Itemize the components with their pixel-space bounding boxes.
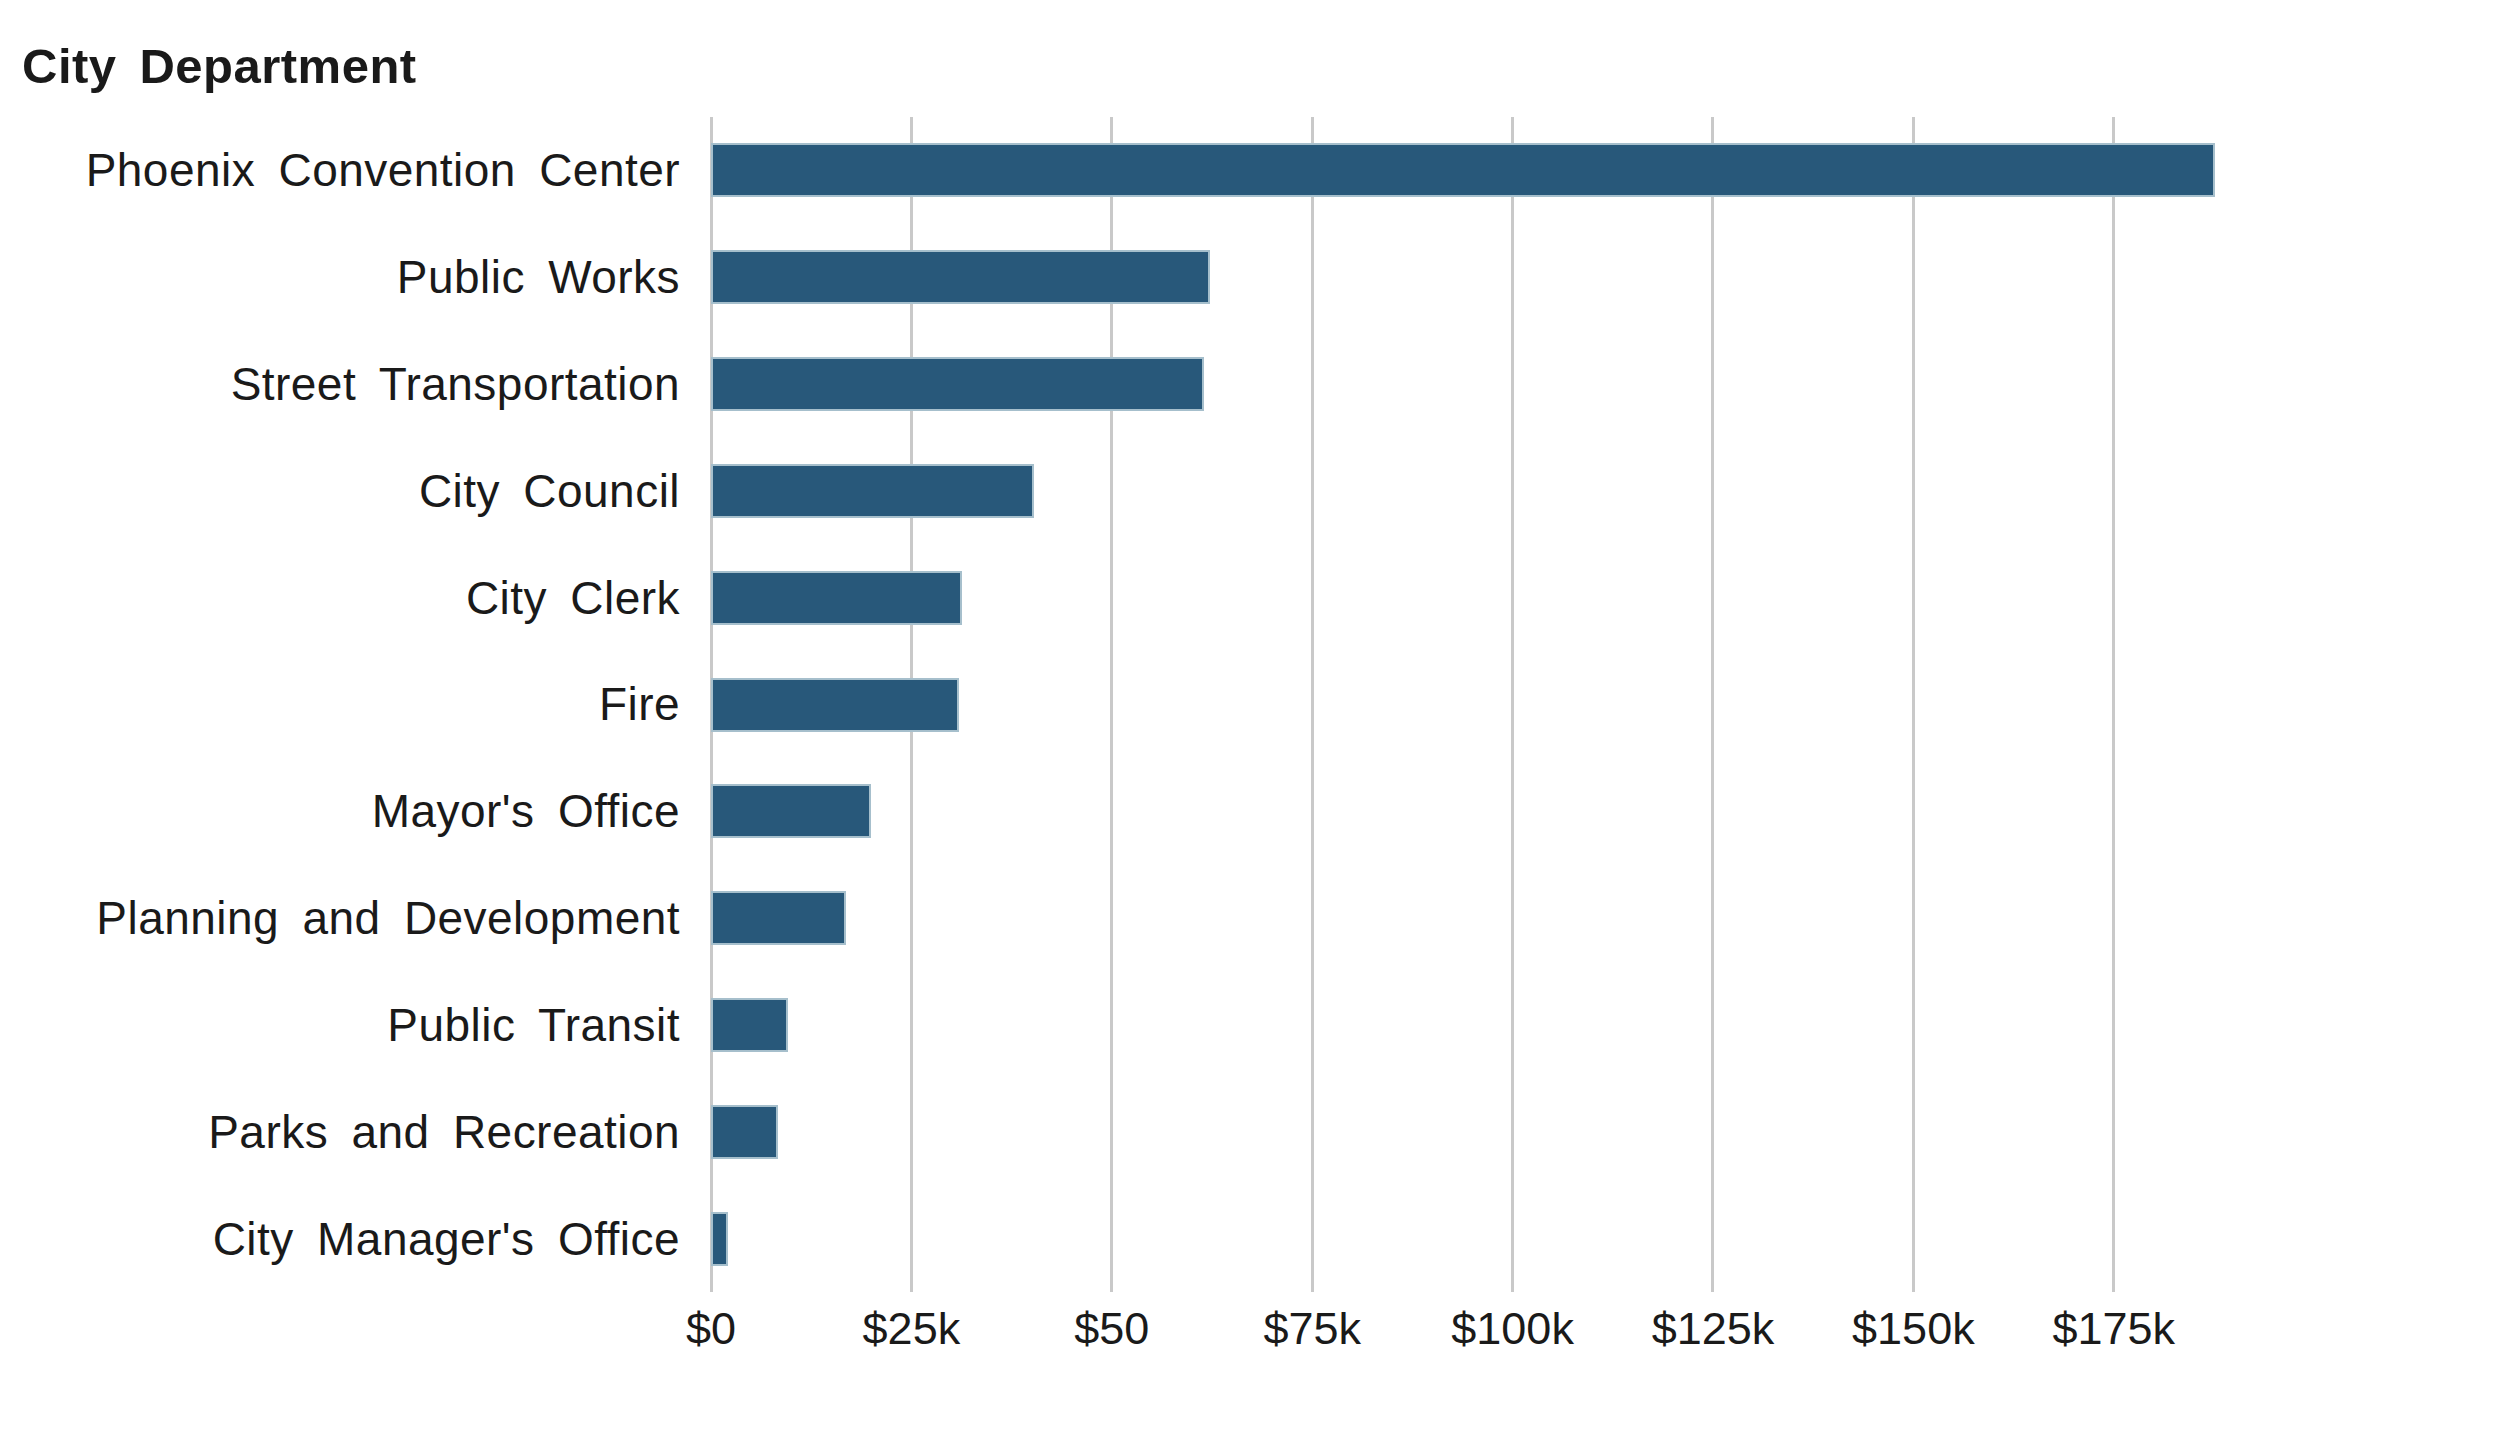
bar-chart: City Department Phoenix Convention Cente… (0, 0, 2500, 1440)
category-label: City Manager's Office (0, 1185, 680, 1292)
category-label: Mayor's Office (0, 758, 680, 865)
gridline (1711, 117, 1714, 1292)
bar (711, 678, 959, 732)
bar (711, 250, 1210, 304)
bar (711, 571, 962, 625)
x-tick-label: $50 (1074, 1303, 1149, 1355)
bar (711, 1105, 778, 1159)
x-tick-label: $100k (1451, 1303, 1574, 1355)
bar (711, 464, 1034, 518)
gridline (1912, 117, 1915, 1292)
x-tick-label: $25k (863, 1303, 961, 1355)
bar (711, 891, 846, 945)
gridline (1311, 117, 1314, 1292)
bar (711, 357, 1204, 411)
x-tick-label: $75k (1263, 1303, 1361, 1355)
plot-area (711, 117, 2234, 1292)
category-label: City Clerk (0, 544, 680, 651)
category-label: Phoenix Convention Center (0, 117, 680, 224)
category-label: Fire (0, 651, 680, 758)
x-tick-label: $125k (1652, 1303, 1775, 1355)
bar (711, 1212, 728, 1266)
x-axis-tick-labels: $0$25k$50$75k$100k$125k$150k$175k (711, 1303, 2234, 1373)
category-label: Public Works (0, 224, 680, 331)
gridline (1511, 117, 1514, 1292)
chart-title: City Department (22, 38, 417, 94)
bar (711, 784, 871, 838)
category-label: Public Transit (0, 972, 680, 1079)
gridline (2112, 117, 2115, 1292)
category-label: Parks and Recreation (0, 1078, 680, 1185)
x-tick-label: $175k (2052, 1303, 2175, 1355)
category-label: City Council (0, 437, 680, 544)
bar (711, 998, 788, 1052)
x-tick-label: $0 (686, 1303, 736, 1355)
y-axis-labels: Phoenix Convention CenterPublic WorksStr… (0, 117, 680, 1292)
bar (711, 143, 2215, 197)
category-label: Planning and Development (0, 865, 680, 972)
category-label: Street Transportation (0, 331, 680, 438)
x-tick-label: $150k (1852, 1303, 1975, 1355)
